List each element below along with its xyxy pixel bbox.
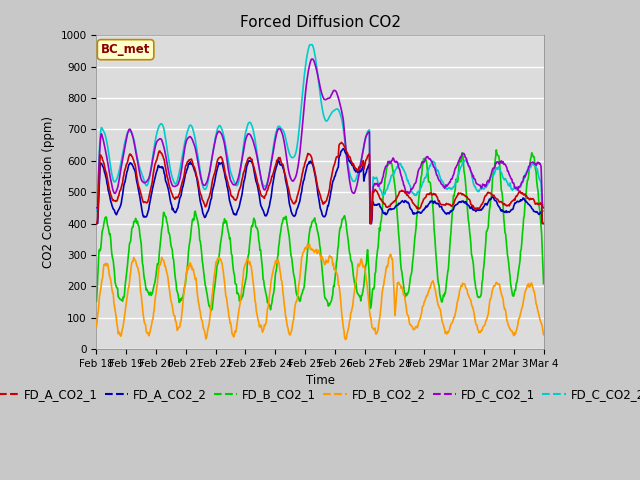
Y-axis label: CO2 Concentration (ppm): CO2 Concentration (ppm)	[42, 116, 55, 268]
X-axis label: Time: Time	[305, 374, 335, 387]
Legend: FD_A_CO2_1, FD_A_CO2_2, FD_B_CO2_1, FD_B_CO2_2, FD_C_CO2_1, FD_C_CO2_2: FD_A_CO2_1, FD_A_CO2_2, FD_B_CO2_1, FD_B…	[0, 384, 640, 406]
Title: Forced Diffusion CO2: Forced Diffusion CO2	[239, 15, 401, 30]
Text: BC_met: BC_met	[101, 43, 150, 56]
